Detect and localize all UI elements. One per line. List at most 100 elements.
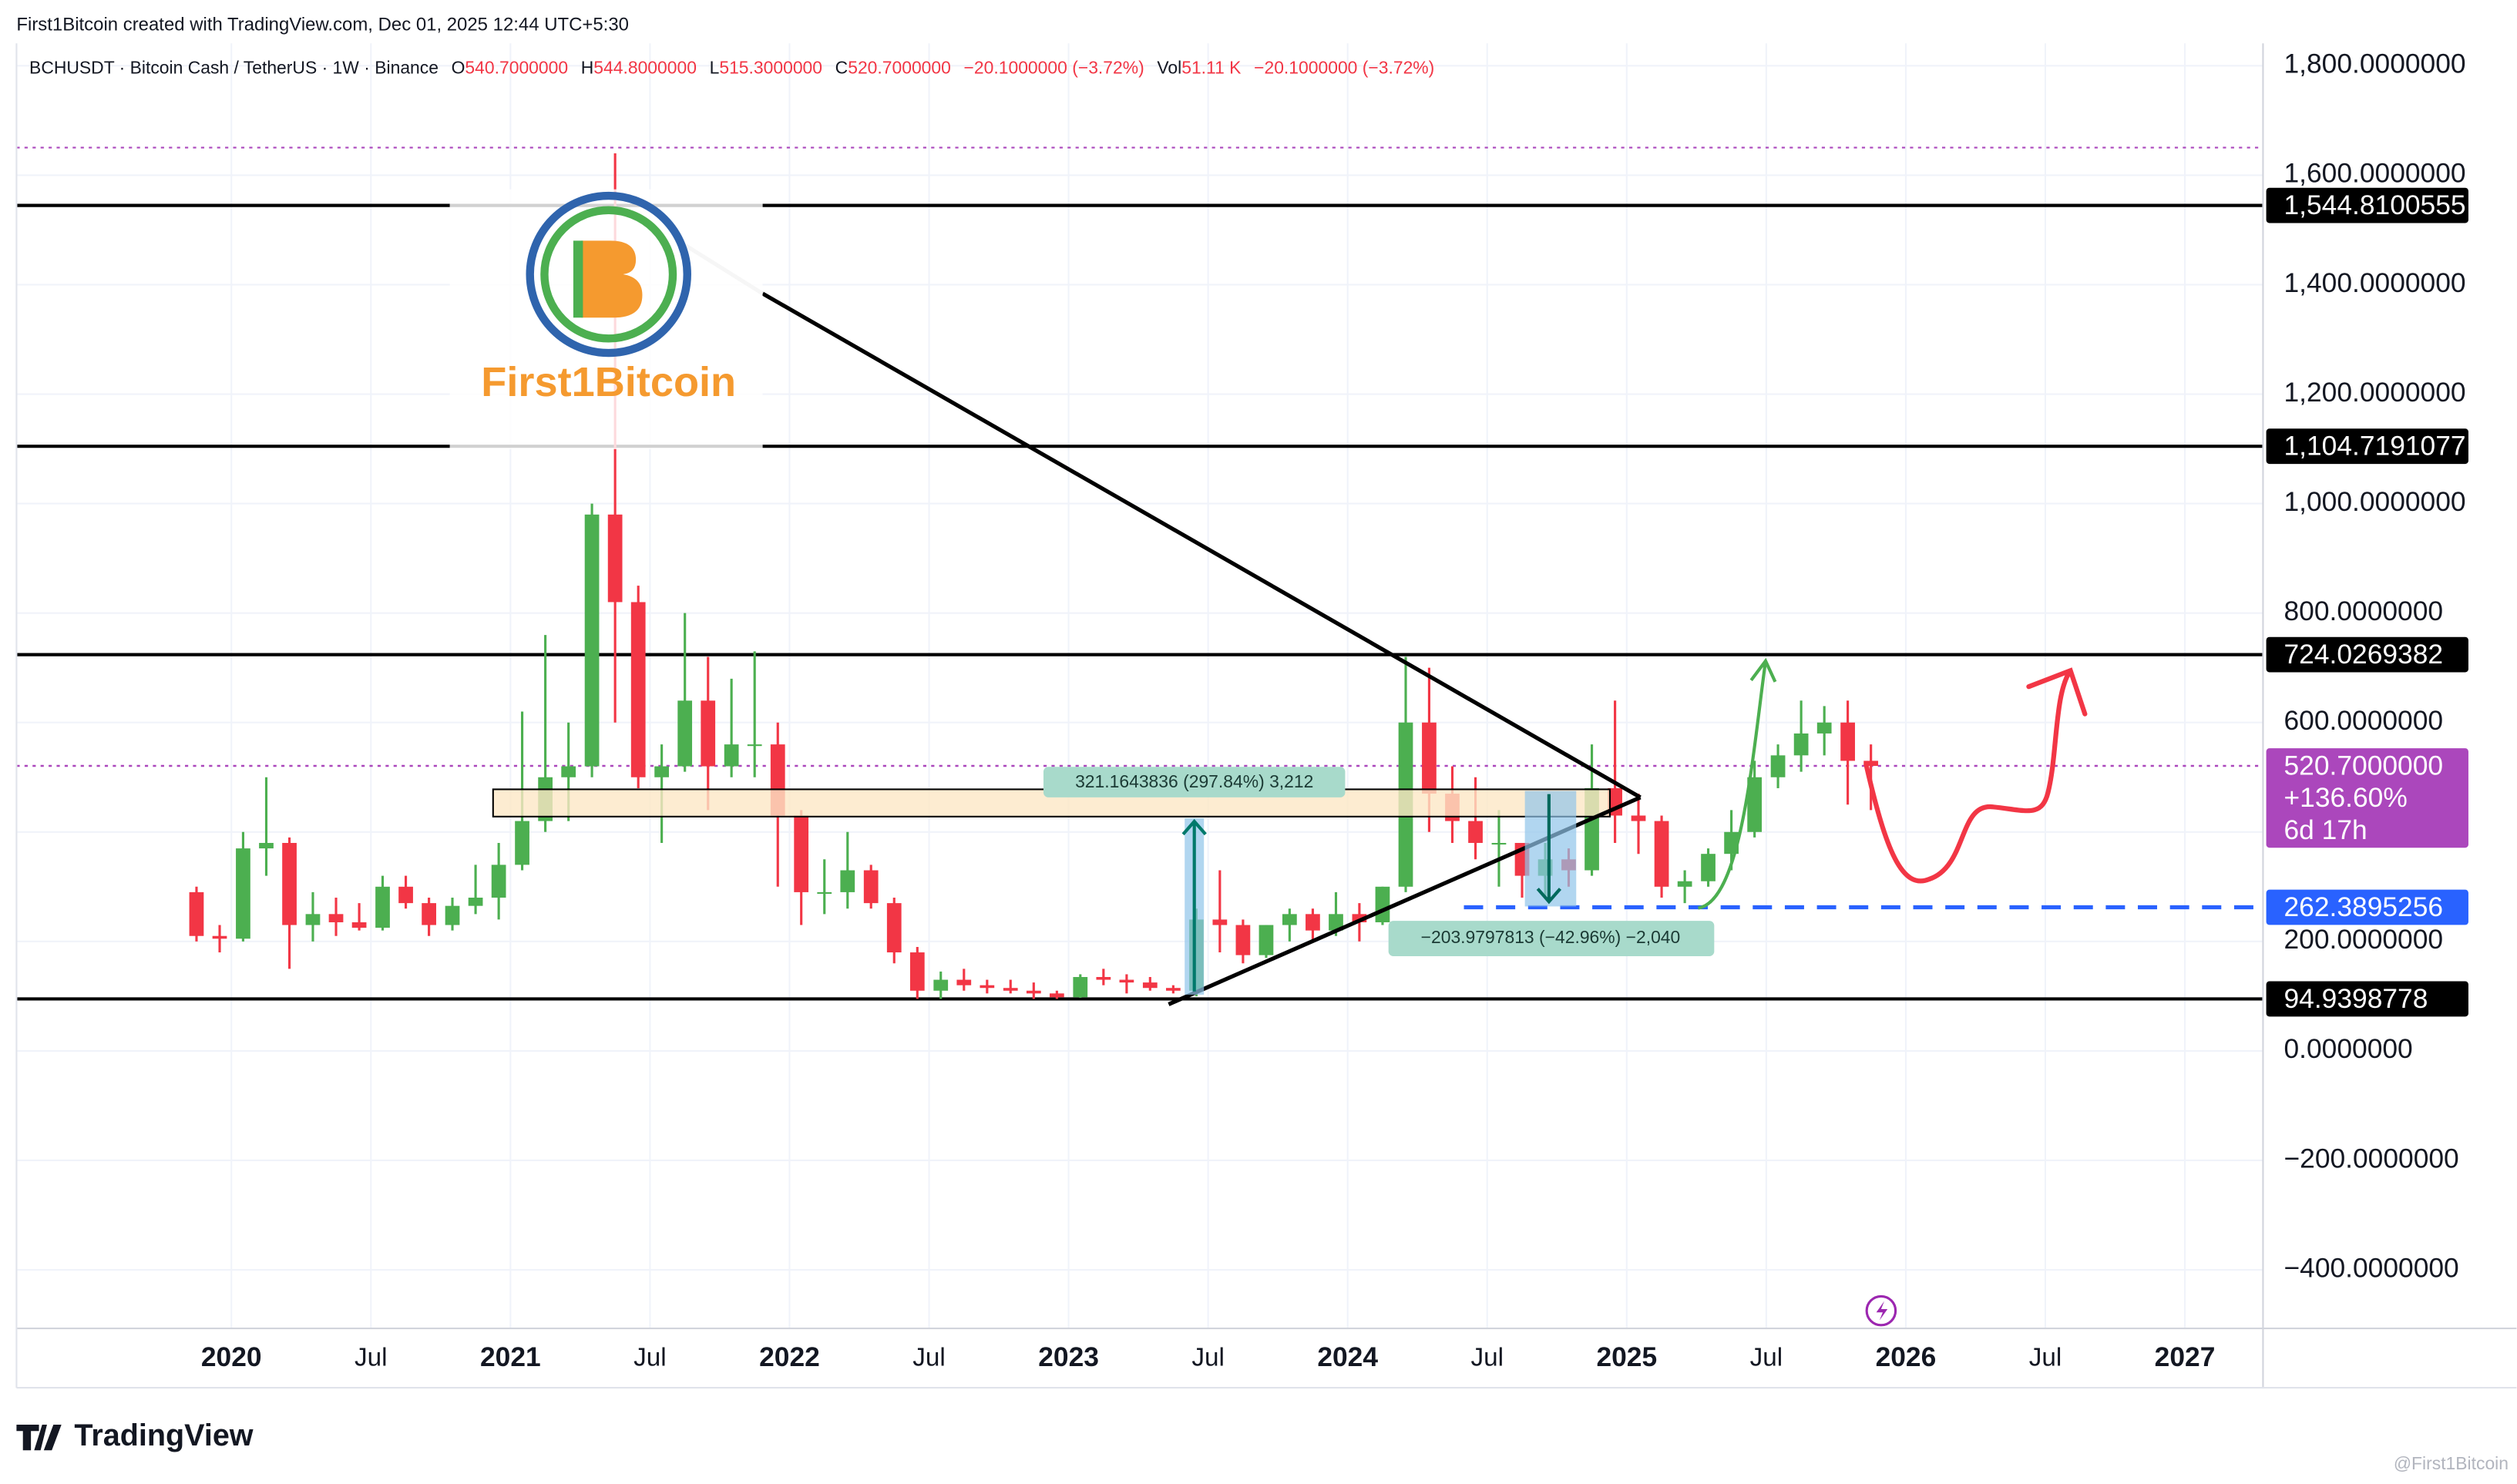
level-box: [2266, 428, 2468, 465]
x-tick-label: Jul: [1750, 1343, 1783, 1372]
candle-body: [1282, 914, 1297, 925]
level-box: [2266, 187, 2468, 223]
candle-body: [677, 700, 693, 767]
ohlc-value: 544.8000000: [593, 58, 697, 78]
y-tick-label: −200.0000000: [2284, 1143, 2459, 1173]
measure-arrow-up: [1181, 818, 1207, 992]
measure-label-box: [1043, 767, 1346, 797]
candle-body: [956, 979, 972, 985]
level-label: 1,544.8100555: [2284, 190, 2466, 220]
support-label: 262.3895256: [2284, 892, 2444, 922]
candle-body: [1793, 733, 1809, 756]
y-tick-label: 1,200.0000000: [2284, 378, 2466, 408]
candle-body: [1677, 881, 1692, 887]
y-tick-label: 1,800.0000000: [2284, 49, 2466, 79]
x-tick-label: 2023: [1038, 1342, 1099, 1372]
candle-body: [584, 514, 600, 767]
y-tick-label: 1,400.0000000: [2284, 268, 2466, 298]
logo-ring: [526, 191, 691, 358]
last-price-change: +136.60%: [2284, 783, 2408, 813]
candle-body: [1422, 722, 1437, 794]
measure-label: 321.1643836 (297.84%) 3,212: [1075, 771, 1313, 791]
x-tick-label: Jul: [1470, 1343, 1504, 1372]
volume-change: −20.1000000 (−3.72%): [1254, 58, 1434, 78]
x-tick-label: 2026: [1876, 1342, 1937, 1372]
candle-body: [1747, 777, 1763, 832]
brand-logo: [16, 1424, 62, 1451]
projection-green: [1698, 657, 1777, 910]
candle-body: [1863, 760, 1879, 767]
ohlc-value: 515.3000000: [719, 58, 822, 78]
candle-body: [909, 952, 925, 991]
measure-label-box: [1388, 921, 1715, 956]
trendline-down: [761, 291, 1642, 800]
candle-body: [747, 744, 762, 747]
candle-body: [1701, 854, 1716, 881]
y-tick-label: 0.0000000: [2284, 1034, 2413, 1064]
measure-arrow-down: [1536, 794, 1562, 905]
volume: 51.11 K: [1181, 58, 1242, 78]
candle-body: [817, 891, 832, 894]
candle-body: [189, 891, 204, 936]
candle-body: [1212, 919, 1228, 925]
x-tick-label: Jul: [912, 1343, 946, 1372]
last-price-box: [2266, 748, 2468, 848]
candle-body: [422, 903, 436, 925]
last-price-label: 520.7000000: [2284, 750, 2444, 781]
candle-body: [1654, 821, 1669, 887]
candle-body: [1770, 755, 1786, 777]
x-tick-label: 2027: [2155, 1342, 2216, 1372]
candle-body: [305, 914, 321, 925]
level-label: 94.9398778: [2284, 984, 2428, 1014]
candle-body: [1491, 842, 1507, 845]
candle-body: [724, 744, 739, 767]
candle-body: [236, 848, 250, 939]
projection-red: [1864, 667, 2088, 884]
x-tick-label: Jul: [355, 1343, 388, 1372]
candle-body: [933, 979, 949, 991]
candle-body: [282, 842, 297, 925]
x-tick-label: Jul: [1191, 1343, 1225, 1372]
logo-ring: [540, 206, 677, 343]
ohlc-label: L: [710, 58, 720, 78]
candle-body: [1306, 914, 1320, 931]
candle-body: [701, 700, 716, 767]
level-label: 724.0269382: [2284, 640, 2444, 670]
candle-body: [328, 914, 344, 922]
level-box: [2266, 636, 2468, 673]
measure-label: −203.9797813 (−42.96%) −2,040: [1421, 927, 1681, 947]
candle-body: [886, 903, 902, 953]
brand: TradingView: [74, 1419, 253, 1452]
candle-body: [398, 886, 413, 904]
y-tick-label: 1,600.0000000: [2284, 159, 2466, 189]
candle-body: [630, 602, 646, 777]
candle-body: [1840, 722, 1855, 761]
x-tick-label: 2025: [1596, 1342, 1657, 1372]
x-tick-label: 2021: [480, 1342, 541, 1372]
x-tick-label: 2022: [759, 1342, 820, 1372]
candle-body: [259, 842, 274, 849]
candle-body: [1026, 990, 1041, 994]
ohlc-value: 540.7000000: [465, 58, 568, 78]
watermark: @First1Bitcoin: [2394, 1453, 2509, 1473]
y-tick-label: 1,000.0000000: [2284, 487, 2466, 517]
last-price-countdown: 6d 17h: [2284, 815, 2367, 845]
candle-body: [654, 766, 669, 777]
x-tick-label: 2024: [1317, 1342, 1378, 1372]
ohlc-label: C: [835, 58, 849, 78]
candle-body: [1258, 925, 1274, 955]
candle-body: [607, 514, 623, 603]
candle-body: [445, 905, 460, 925]
logo-mark: [581, 240, 643, 318]
candle-body: [840, 870, 855, 892]
candle-body: [863, 870, 879, 904]
ohlc-label: H: [581, 58, 594, 78]
candle-body: [1050, 993, 1064, 998]
candle-body: [212, 935, 227, 939]
candle-body: [1096, 977, 1111, 980]
candle-body: [1119, 979, 1134, 983]
candle-body: [1073, 977, 1088, 998]
